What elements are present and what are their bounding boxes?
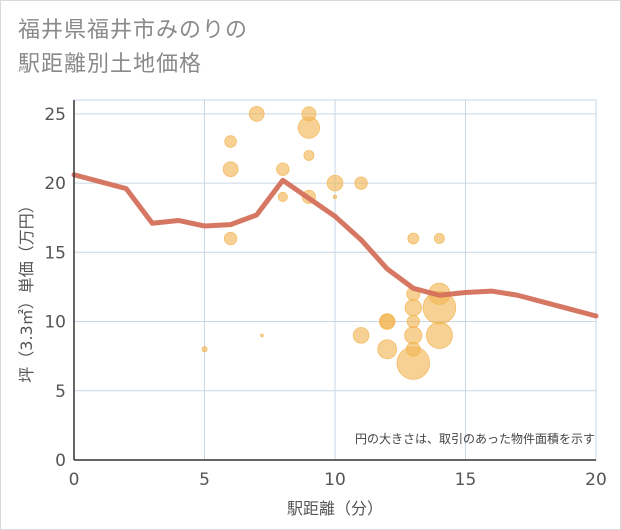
bubble-size-note: 円の大きさは、取引のあった物件面積を示す	[355, 431, 595, 446]
bubble-point	[407, 232, 420, 245]
axes: 0 5 10 15 20 0 5 10 15 20 25	[44, 100, 607, 490]
bubble-point	[326, 174, 344, 192]
bubble-point	[223, 231, 238, 246]
grid	[73, 99, 597, 461]
x-tick-label: 0	[69, 470, 80, 490]
bubble-point	[276, 162, 290, 176]
bubble-point	[379, 314, 395, 329]
y-tick-label: 5	[55, 382, 66, 402]
x-tick-label: 10	[324, 470, 346, 490]
trend-line-layer	[71, 172, 599, 319]
bubble-point	[332, 194, 338, 200]
bubble-point	[277, 191, 288, 202]
bubble-point	[377, 339, 398, 360]
chart-title: 福井県福井市みのりの 駅距離別土地価格	[18, 14, 378, 82]
bubble-point	[406, 314, 420, 329]
y-tick-label: 10	[44, 313, 66, 333]
bubble-point	[352, 327, 370, 344]
bubble-point	[396, 346, 431, 380]
y-tick-label: 20	[44, 174, 66, 194]
bubble-point	[303, 149, 315, 161]
bubble-point	[201, 346, 208, 353]
bubble-point	[297, 116, 320, 139]
average-price-line	[71, 172, 599, 319]
y-tick-label: 25	[44, 105, 66, 125]
bubble-point	[224, 135, 237, 148]
chart-title-line-2: 駅距離別土地価格	[18, 52, 203, 77]
bubble-point	[404, 326, 423, 345]
x-tick-label: 15	[455, 470, 477, 490]
x-tick-label: 20	[585, 470, 607, 490]
bubble-point	[404, 299, 422, 317]
bubble-point	[260, 333, 264, 338]
bubble-point	[433, 233, 445, 244]
y-tick-label: 15	[44, 243, 66, 263]
y-axis-label: 坪（3.3㎡）単価（万円）	[17, 197, 36, 382]
bubble-point	[354, 176, 368, 190]
x-axis-label: 駅距離（分）	[287, 499, 383, 518]
chart-title-line-1: 福井県福井市みのりの	[18, 18, 249, 43]
y-tick-label: 0	[55, 451, 66, 471]
bubble-point	[222, 161, 239, 178]
bubble-point	[425, 321, 453, 349]
x-tick-label: 5	[199, 470, 210, 490]
bubble-point	[248, 105, 265, 122]
bubbles	[201, 105, 457, 380]
